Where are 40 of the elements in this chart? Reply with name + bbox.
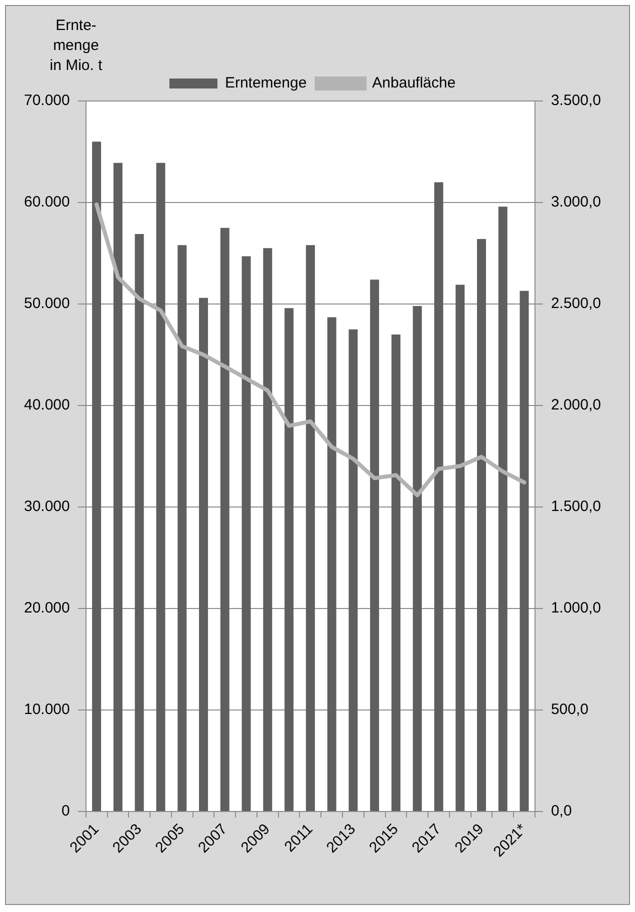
bar	[477, 239, 486, 812]
bar	[199, 298, 208, 812]
bar	[220, 228, 230, 812]
bar	[370, 280, 380, 812]
bar	[92, 142, 102, 812]
bar	[456, 284, 465, 812]
bar	[113, 162, 122, 812]
y-axis-title: Ernte- menge in Mio. t	[48, 16, 104, 76]
legend-label: Erntemenge	[224, 74, 307, 92]
y-tick-label: 40.000	[24, 396, 70, 414]
y2-tick-label: 0,0	[550, 802, 572, 820]
y2-tick-label: 3.500,0	[550, 92, 601, 110]
bar	[134, 234, 144, 812]
y-tick-label: 50.000	[24, 295, 70, 312]
bar	[156, 162, 166, 812]
y-tick-label: 20.000	[24, 600, 70, 617]
bar	[412, 306, 422, 812]
bar	[178, 245, 187, 812]
bar	[284, 308, 294, 812]
y-tick-label: 70.000	[24, 92, 70, 110]
y2-tick-label: 2.000,0	[550, 396, 601, 414]
y2-tick-label: 2.500,0	[550, 295, 601, 312]
y-tick-label: 30.000	[24, 498, 70, 516]
bar	[498, 206, 508, 812]
y2-tick-label: 1.000,0	[550, 600, 601, 617]
legend-label: Anbaufläche	[372, 74, 456, 92]
y2-tick-label: 500,0	[550, 701, 588, 718]
y-tick-label: 0	[62, 802, 70, 820]
y2-tick-label: 1.500,0	[550, 498, 601, 516]
bar	[242, 256, 251, 812]
bar	[520, 290, 529, 812]
bar	[348, 329, 358, 812]
bar	[434, 182, 444, 812]
bar	[306, 245, 315, 812]
bar	[391, 334, 400, 812]
bar	[263, 248, 272, 812]
y-tick-label: 60.000	[24, 194, 70, 211]
bar	[327, 317, 336, 812]
y-tick-label: 10.000	[24, 701, 70, 718]
y2-tick-label: 3.000,0	[550, 194, 601, 211]
